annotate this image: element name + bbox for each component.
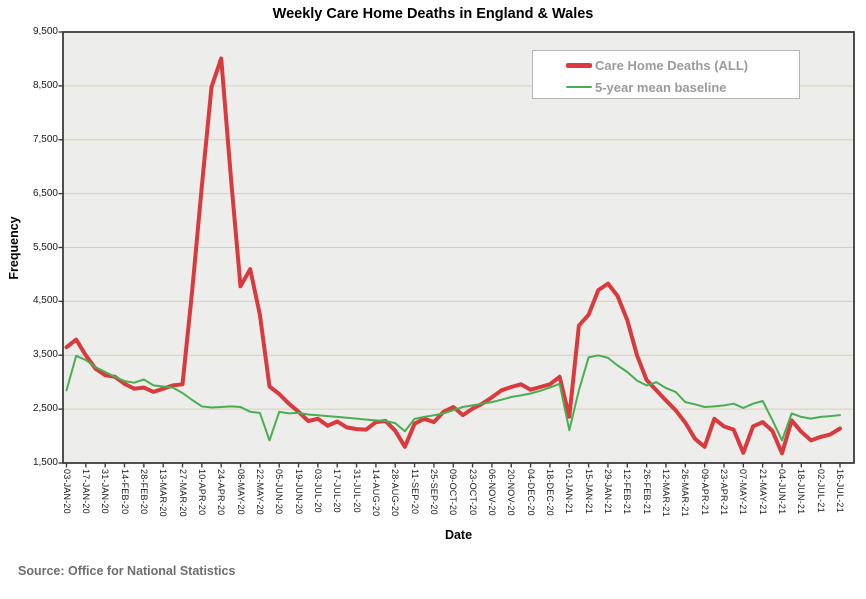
x-tick-label: 23-OCT-20 bbox=[467, 469, 478, 516]
x-tick-label: 19-JUN-20 bbox=[293, 469, 304, 515]
legend-item-care-home-deaths: Care Home Deaths (ALL) bbox=[533, 54, 799, 76]
x-tick-label: 28-FEB-20 bbox=[138, 469, 149, 515]
legend: Care Home Deaths (ALL) 5-year mean basel… bbox=[532, 50, 800, 99]
x-tick-label: 21-MAY-21 bbox=[757, 469, 768, 515]
y-tick-label: 5,500 bbox=[32, 241, 58, 253]
x-tick-label: 05-JUN-20 bbox=[274, 469, 285, 515]
x-tick-label: 31-JUL-20 bbox=[351, 469, 362, 513]
y-tick-label: 1,500 bbox=[32, 457, 58, 468]
x-tick-label: 04-JUN-21 bbox=[776, 469, 787, 515]
legend-swatch-red-line bbox=[566, 62, 592, 68]
x-tick-label: 23-APR-21 bbox=[718, 469, 729, 516]
x-tick-label: 17-JUL-20 bbox=[332, 469, 343, 513]
x-tick-label: 24-APR-20 bbox=[216, 469, 227, 516]
x-tick-label: 15-JAN-21 bbox=[583, 469, 594, 514]
x-tick-label: 03-JUL-20 bbox=[312, 469, 323, 513]
y-tick-label: 8,500 bbox=[32, 79, 58, 91]
x-tick-label: 31-JAN-20 bbox=[100, 469, 111, 514]
chart-title: Weekly Care Home Deaths in England & Wal… bbox=[272, 6, 594, 22]
legend-item-baseline: 5-year mean baseline bbox=[533, 76, 799, 98]
x-axis-title: Date bbox=[444, 528, 473, 542]
x-tick-label: 03-JAN-20 bbox=[61, 469, 72, 514]
x-tick-label: 08-MAY-20 bbox=[235, 469, 246, 515]
x-tick-label: 04-DEC-20 bbox=[525, 469, 536, 516]
x-tick-label: 18-DEC-20 bbox=[544, 469, 555, 516]
x-tick-label: 12-FEB-21 bbox=[622, 469, 633, 515]
y-tick-label: 9,500 bbox=[32, 26, 58, 37]
x-tick-label: 09-APR-21 bbox=[699, 469, 710, 516]
x-tick-label: 25-SEP-20 bbox=[428, 469, 439, 515]
x-tick-label: 26-FEB-21 bbox=[641, 469, 652, 515]
y-tick-label: 2,500 bbox=[32, 403, 58, 415]
legend-label: Care Home Deaths (ALL) bbox=[595, 57, 749, 73]
x-tick-label: 22-MAY-20 bbox=[254, 469, 265, 515]
x-tick-label: 09-OCT-20 bbox=[448, 469, 459, 516]
x-tick-label: 02-JUL-21 bbox=[815, 469, 826, 513]
source-note: Source: Office for National Statistics bbox=[18, 564, 236, 578]
y-tick-label: 7,500 bbox=[32, 133, 58, 145]
x-tick-label: 06-NOV-20 bbox=[486, 469, 497, 516]
x-tick-label: 13-MAR-20 bbox=[158, 469, 169, 517]
x-tick-label: 01-JAN-21 bbox=[564, 469, 575, 514]
legend-label: 5-year mean baseline bbox=[595, 79, 727, 95]
x-tick-label: 16-JUL-21 bbox=[835, 469, 845, 513]
series-line-5-year-baseline bbox=[65, 354, 841, 442]
x-tick-label: 20-NOV-20 bbox=[506, 469, 517, 516]
x-tick-label: 18-JUN-21 bbox=[796, 469, 807, 515]
x-tick-label: 17-JAN-20 bbox=[80, 469, 91, 514]
series-line-care-home-deaths bbox=[64, 56, 842, 456]
y-tick-label: 6,500 bbox=[32, 187, 58, 199]
x-tick-label: 26-MAR-21 bbox=[680, 469, 691, 517]
x-tick-label: 07-MAY-21 bbox=[738, 469, 749, 515]
x-tick-label: 11-SEP-20 bbox=[409, 469, 420, 515]
x-tick-label: 12-MAR-21 bbox=[660, 469, 671, 517]
x-tick-label: 14-FEB-20 bbox=[119, 469, 130, 515]
x-tick-label: 28-AUG-20 bbox=[390, 469, 401, 517]
x-tick-label: 14-AUG-20 bbox=[370, 469, 381, 517]
x-tick-label: 27-MAR-20 bbox=[177, 469, 188, 517]
legend-swatch-green-line bbox=[566, 86, 592, 88]
x-tick-label: 10-APR-20 bbox=[196, 469, 207, 516]
y-tick-label: 4,500 bbox=[32, 295, 58, 307]
x-tick-label: 29-JAN-21 bbox=[602, 469, 613, 514]
y-tick-label: 3,500 bbox=[32, 349, 58, 361]
